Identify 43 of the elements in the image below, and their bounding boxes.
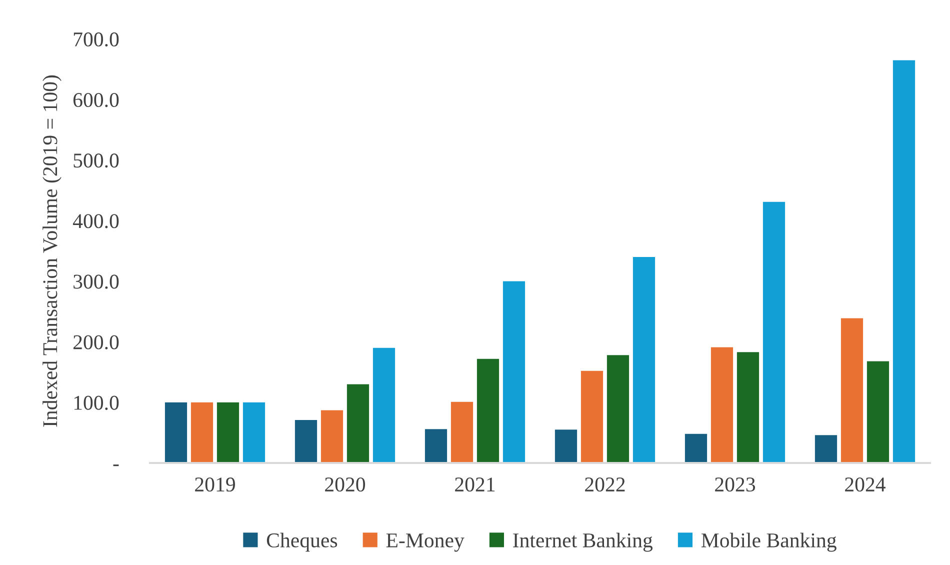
y-tick-label: -	[113, 464, 119, 466]
bar	[606, 355, 630, 463]
bar	[736, 352, 760, 463]
y-tick-label: 500.0	[74, 154, 119, 168]
x-tick-label: 2021	[455, 477, 495, 492]
y-tick-label: 300.0	[74, 274, 119, 289]
bar	[476, 358, 500, 463]
bar	[216, 402, 240, 463]
y-tick-label: 100.0	[74, 396, 119, 410]
y-tick-label: 400.0	[72, 214, 119, 228]
bar	[684, 434, 708, 463]
bar	[866, 361, 890, 463]
y-tick-label: 700.0	[74, 32, 119, 47]
x-tick-label: 2024	[845, 477, 886, 492]
bar	[424, 429, 448, 463]
bar	[294, 420, 318, 463]
legend-label: Mobile Banking	[701, 532, 836, 552]
bar	[164, 402, 188, 463]
bar	[710, 347, 734, 463]
y-tick-label: 600.0	[73, 92, 119, 108]
bar	[554, 430, 578, 463]
legend-label: E-Money	[386, 534, 464, 552]
bar	[502, 281, 526, 463]
bar	[190, 402, 214, 463]
y-axis-title: Indexed Transaction Volume (2019 = 100)	[42, 75, 62, 427]
bar	[372, 348, 396, 463]
x-tick-label: 2023	[715, 477, 756, 492]
bar	[450, 402, 474, 463]
x-tick-label: 2022	[585, 477, 625, 492]
bar	[346, 384, 370, 463]
x-tick-label: 2019	[195, 477, 235, 492]
bar	[580, 370, 604, 463]
x-tick-label: 2020	[325, 477, 366, 492]
legend-label: Cheques	[266, 532, 338, 552]
bar	[892, 60, 916, 463]
legend-label: Internet Banking	[513, 532, 653, 552]
bar	[762, 202, 786, 463]
bar	[320, 410, 344, 463]
bar	[840, 318, 864, 463]
bar	[242, 402, 266, 463]
y-tick-label: 200.0	[73, 335, 119, 350]
bar	[814, 435, 838, 463]
bar	[632, 257, 656, 463]
